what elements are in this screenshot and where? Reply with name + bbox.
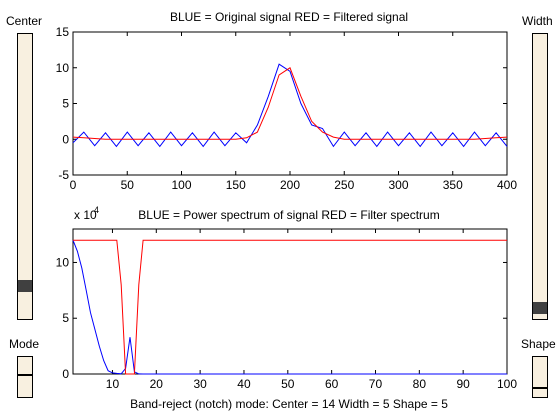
bottom-plot-multiplier: x 10 — [74, 208, 97, 222]
top-plot-title: BLUE = Original signal RED = Filtered si… — [170, 10, 408, 24]
bottom-plot-xtick-label: 50 — [281, 377, 295, 391]
bottom-plot-ytick-label: 0 — [62, 367, 69, 381]
bottom-plot-xtick-label: 20 — [150, 377, 164, 391]
top-plot-ytick-label: 10 — [56, 61, 70, 75]
bottom-plot-xtick-label: 60 — [325, 377, 339, 391]
width-label: Width — [522, 14, 553, 28]
mode-label: Mode — [9, 337, 40, 351]
width-slider-thumb[interactable] — [533, 302, 547, 314]
mode-selector-indicator — [18, 374, 32, 376]
bottom-plot-series-0 — [72, 240, 507, 375]
mode-selector[interactable] — [17, 356, 33, 398]
shape-selector-indicator — [533, 387, 547, 389]
top-plot-xtick-label: 100 — [171, 178, 191, 192]
top-plot-xtick-label: 250 — [334, 178, 354, 192]
bottom-plot-xtick-label: 90 — [456, 377, 470, 391]
bottom-plot-ytick-label: 5 — [62, 311, 69, 325]
center-label: Center — [6, 14, 43, 28]
top-plot-ytick-label: -5 — [58, 168, 69, 182]
status-text: Band-reject (notch) mode: Center = 14 Wi… — [130, 397, 448, 411]
top-plot-ytick-label: 0 — [62, 132, 69, 146]
bottom-plot-series-1 — [73, 239, 507, 375]
shape-selector[interactable] — [532, 356, 548, 398]
top-plot-series-1 — [72, 67, 508, 140]
bottom-plot-exponent: 4 — [94, 205, 99, 215]
center-slider-thumb[interactable] — [18, 280, 32, 292]
width-slider[interactable] — [532, 33, 548, 320]
top-plot-xtick-label: 150 — [226, 178, 246, 192]
top-plot-ytick-label: 5 — [62, 97, 69, 111]
top-plot-series-0 — [72, 63, 508, 148]
bottom-plot-xtick-label: 80 — [413, 377, 427, 391]
bottom-plot-xtick-label: 10 — [106, 377, 120, 391]
top-plot-xtick-label: 400 — [497, 178, 517, 192]
bottom-plot-frame — [72, 228, 508, 375]
shape-label: Shape — [521, 337, 556, 351]
top-plot-xtick-label: 300 — [388, 178, 408, 192]
center-slider[interactable] — [17, 33, 33, 320]
top-plot-xtick-label: 50 — [121, 178, 135, 192]
top-plot-xtick-label: 200 — [280, 178, 300, 192]
bottom-plot-xtick-label: 70 — [369, 377, 383, 391]
bottom-plot-ytick-label: 10 — [56, 255, 70, 269]
top-plot-frame — [72, 31, 508, 176]
bottom-plot-xtick-label: 40 — [237, 377, 251, 391]
top-plot-ytick-label: 15 — [56, 25, 70, 39]
top-plot-xtick-label: 0 — [70, 178, 77, 192]
bottom-plot-xtick-label: 100 — [497, 377, 517, 391]
bottom-plot-title: BLUE = Power spectrum of signal RED = Fi… — [138, 208, 439, 222]
top-plot-xtick-label: 350 — [443, 178, 463, 192]
bottom-plot-xtick-label: 30 — [193, 377, 207, 391]
